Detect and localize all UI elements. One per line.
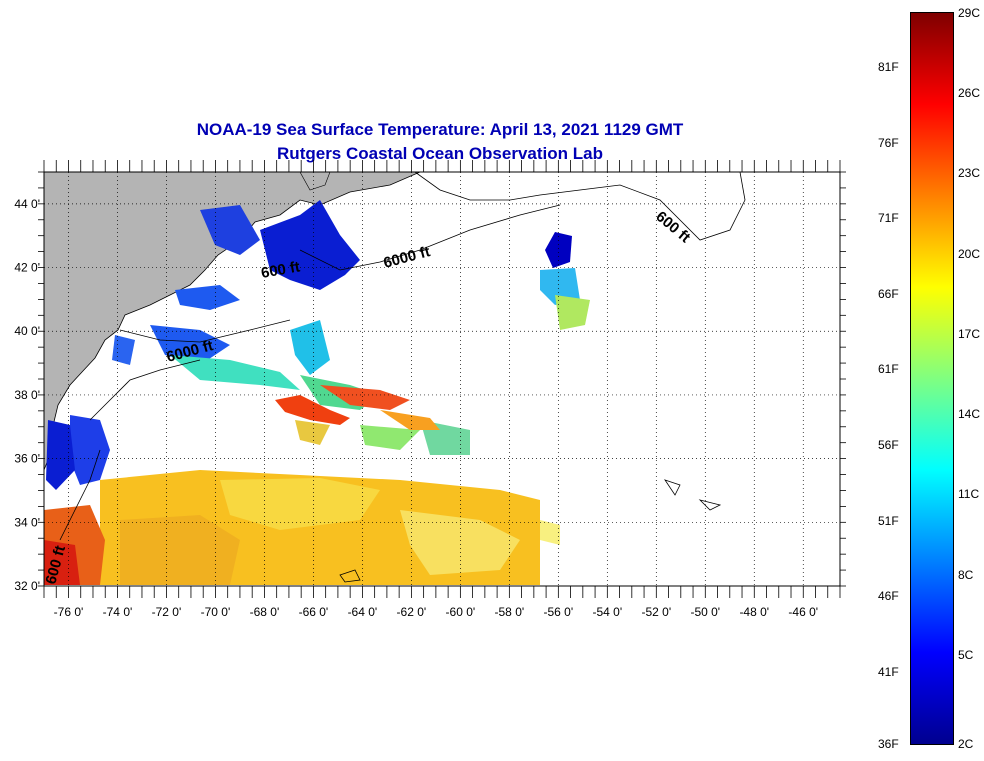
lon-tick-label: -58 0' [495,605,525,619]
tick-marks [38,160,846,598]
lat-tick-label: 32 0' [14,579,40,593]
colorbar-celsius-label: 8C [958,567,974,582]
lat-tick-label: 40 0' [14,324,40,338]
nova-scotia-land [299,172,331,191]
lon-tick-label: -56 0' [544,605,574,619]
lon-tick-label: -50 0' [690,605,720,619]
map-title: NOAA-19 Sea Surface Temperature: April 1… [196,120,684,139]
lon-tick-label: -76 0' [54,605,84,619]
colorbar-celsius-label: 29C [958,6,981,20]
colorbar-fahrenheit-label: 76F [878,135,899,150]
colorbar-celsius-label: 14C [958,407,981,422]
graticule [44,172,840,587]
colorbar-celsius-label: 26C [958,86,981,101]
lon-tick-label: -54 0' [592,605,622,619]
lon-tick-label: -60 0' [446,605,476,619]
isobath-lines [59,172,746,583]
colorbar-celsius-label: 11C [958,487,980,502]
colorbar-celsius-label: 2C [958,737,974,751]
temperature-colorbar [910,12,954,745]
lon-tick-label: -62 0' [397,605,427,619]
lon-tick-label: -52 0' [641,605,671,619]
colorbar-fahrenheit-label: 46F [878,589,899,604]
colorbar-fahrenheit-label: 41F [878,664,899,679]
lat-tick-label: 38 0' [14,388,40,402]
lat-tick-label: 34 0' [14,515,40,529]
lon-tick-label: -74 0' [103,605,133,619]
lon-tick-label: -48 0' [739,605,769,619]
colorbar-fahrenheit-label: 36F [878,737,899,751]
lon-tick-label: -68 0' [250,605,280,619]
lon-tick-label: -70 0' [201,605,231,619]
sst-map: -76 0' -74 0' -72 0' -70 0' -68 0' -66 0' -64 … [14,160,846,619]
longitude-labels: -76 0' -74 0' -72 0' -70 0' -68 0' -66 0' -64 … [54,605,818,619]
lat-tick-label: 44 0' [14,197,40,211]
colorbar-fahrenheit-label: 61F [878,362,899,377]
isobath-label: 600 ft [260,258,302,282]
lon-tick-label: -46 0' [788,605,818,619]
lat-tick-label: 36 0' [14,452,40,466]
colorbar-fahrenheit-label: 81F [878,60,899,74]
lat-tick-label: 42 0' [14,261,40,275]
latitude-labels: 44 0' 42 0' 40 0' 38 0' 36 0' 34 0' 32 0' [14,197,40,593]
lon-tick-label: -64 0' [348,605,378,619]
colorbar-celsius-label: 20C [958,246,981,261]
lon-tick-label: -66 0' [299,605,329,619]
colorbar-celsius-label: 5C [958,647,974,662]
map-subtitle: Rutgers Coastal Ocean Observation Lab [277,144,603,163]
lon-tick-label: -72 0' [152,605,182,619]
colorbar-fahrenheit-label: 66F [878,286,899,301]
colorbar-fahrenheit-label: 51F [878,513,899,528]
colorbar-celsius-label: 23C [958,166,981,181]
colorbar-fahrenheit-label: 71F [878,211,899,226]
colorbar-celsius-label: 17C [958,326,981,341]
colorbar-fahrenheit-label: 56F [878,438,899,452]
